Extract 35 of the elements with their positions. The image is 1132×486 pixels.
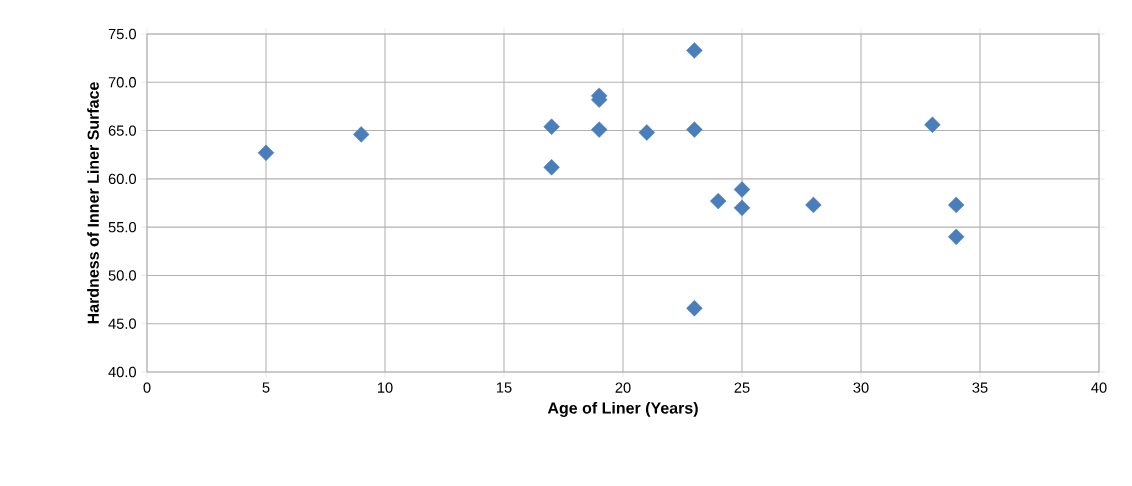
y-tick-label: 45.0 <box>108 318 137 329</box>
x-tick-label: 35 <box>972 382 988 393</box>
y-tick-label: 70.0 <box>108 77 137 88</box>
point <box>686 300 703 317</box>
x-tick-label: 25 <box>734 382 750 393</box>
y-tick-label: 40.0 <box>108 366 137 378</box>
point <box>924 116 941 133</box>
y-axis-title: Hardness of Inner Liner Surface <box>87 82 99 324</box>
y-tick-label: 60.0 <box>108 173 137 185</box>
y-tick-label: 55.0 <box>108 221 137 233</box>
point <box>733 181 751 198</box>
y-tick-label: 50.0 <box>108 270 137 281</box>
point <box>591 121 608 138</box>
x-tick-label: 15 <box>496 382 512 393</box>
point <box>257 144 275 161</box>
point <box>353 126 370 143</box>
point <box>543 159 560 176</box>
y-tick-label: 65.0 <box>108 125 137 136</box>
x-tick-label: 30 <box>853 382 869 393</box>
x-tick-label: 0 <box>143 382 151 393</box>
point <box>686 121 703 138</box>
x-tick-label: 20 <box>615 382 631 393</box>
point <box>710 192 727 210</box>
point <box>638 124 655 141</box>
x-tick-label: 40 <box>1091 382 1107 393</box>
point <box>805 196 822 214</box>
point <box>948 228 965 245</box>
point <box>543 118 560 135</box>
y-tick-label: 75.0 <box>108 28 137 40</box>
x-axis-title: Age of Liner (Years) <box>547 401 698 417</box>
x-tick-label: 5 <box>262 382 270 393</box>
point <box>948 196 965 214</box>
point <box>733 199 751 217</box>
x-tick-label: 10 <box>377 382 393 393</box>
point <box>686 42 703 59</box>
